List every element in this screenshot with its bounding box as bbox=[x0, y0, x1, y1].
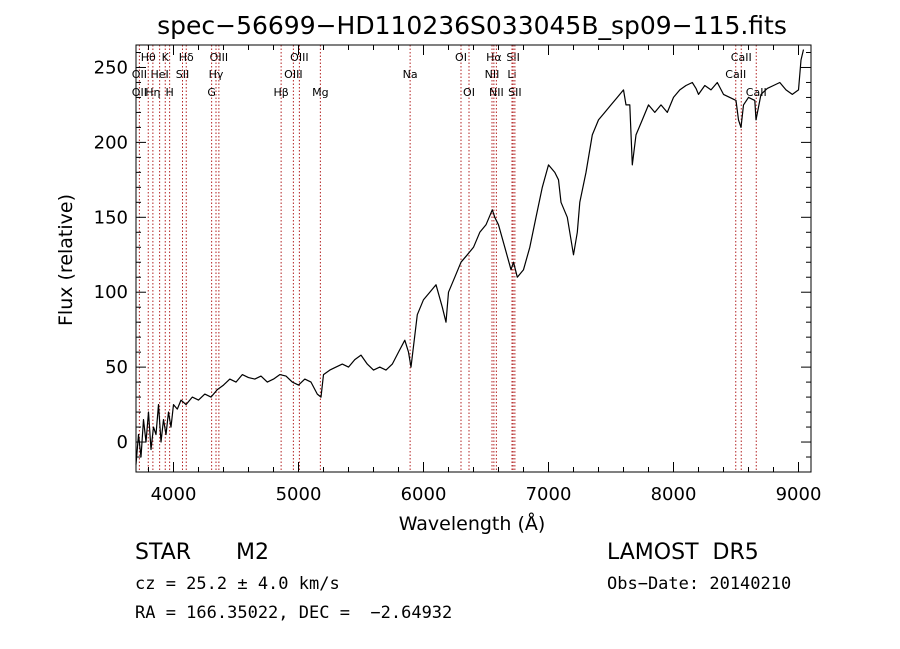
y-tick-label: 250 bbox=[94, 57, 128, 78]
object-type: STAR bbox=[135, 540, 192, 565]
spectral-line-label: HeI bbox=[150, 68, 168, 81]
spectral-line-label: SII bbox=[506, 51, 519, 64]
survey-name: LAMOST DR5 bbox=[607, 540, 759, 565]
spectral-line-label: Mg bbox=[312, 86, 328, 99]
spectral-line-label: Hγ bbox=[209, 68, 224, 81]
spectral-line-label: OIII bbox=[210, 51, 228, 64]
y-tick-label: 50 bbox=[105, 357, 128, 378]
observation-date: Obs−Date: 20140210 bbox=[607, 574, 792, 594]
x-tick-label: 8000 bbox=[651, 484, 697, 505]
spectral-line-label: OII bbox=[132, 68, 147, 81]
spectral-line-label: Hη bbox=[145, 86, 160, 99]
spectral-line-label: OIII bbox=[290, 51, 308, 64]
plot-frame bbox=[135, 44, 812, 473]
ra-dec-coordinates: RA = 166.35022, DEC = −2.64932 bbox=[135, 603, 453, 623]
x-tick-label: 6000 bbox=[401, 484, 447, 505]
spectral-line-label: Hβ bbox=[273, 86, 288, 99]
spectral-line-label: Hα bbox=[486, 51, 502, 64]
spectral-line-label: OI bbox=[455, 51, 467, 64]
spectral-line-label: Hθ bbox=[141, 51, 156, 64]
object-subclass: M2 bbox=[236, 540, 269, 565]
y-tick-label: 200 bbox=[94, 132, 128, 153]
y-tick-label: 150 bbox=[94, 207, 128, 228]
y-tick-label: 0 bbox=[117, 432, 128, 453]
y-tick-label: 100 bbox=[94, 282, 128, 303]
spectral-line-label: Na bbox=[403, 68, 418, 81]
spectral-line-label: CaII bbox=[746, 86, 767, 99]
chart-title: spec−56699−HD110236S033045B_sp09−115.fit… bbox=[157, 11, 787, 40]
spectral-line-label: NII bbox=[485, 68, 500, 81]
spectral-line-label: Hδ bbox=[179, 51, 194, 64]
x-tick-label: 7000 bbox=[526, 484, 572, 505]
spectral-line-label: Li bbox=[507, 68, 516, 81]
spectral-line-label: NII bbox=[489, 86, 504, 99]
x-axis-label: Wavelength (Å) bbox=[399, 512, 546, 535]
y-axis-label: Flux (relative) bbox=[55, 194, 77, 326]
redshift-cz: cz = 25.2 ± 4.0 km/s bbox=[135, 574, 340, 594]
spectrum-series bbox=[135, 49, 805, 465]
x-tick-label: 5000 bbox=[276, 484, 322, 505]
spectral-line-label: OIII bbox=[284, 68, 302, 81]
spectral-line-label: G bbox=[207, 86, 216, 99]
x-tick-label: 4000 bbox=[151, 484, 197, 505]
spectral-line-label: H bbox=[165, 86, 173, 99]
spectral-line-label: K bbox=[162, 51, 170, 64]
spectral-line-markers: Hθ K Hδ OIII OIII OI Hα SII CaII OII HeI SII Hγ OIII N… bbox=[132, 45, 767, 472]
spectral-line-label: SII bbox=[508, 86, 521, 99]
spectral-line-label: CaII bbox=[731, 51, 752, 64]
spectral-line-label: CaII bbox=[725, 68, 746, 81]
spectral-line-label: SII bbox=[176, 68, 189, 81]
x-tick-label: 9000 bbox=[776, 484, 822, 505]
spectral-line-label: OI bbox=[463, 86, 475, 99]
axes: 4000 5000 6000 7000 8000 9000 0 50 100 150 200 250 bbox=[94, 45, 822, 505]
spectrum-line bbox=[135, 49, 805, 465]
